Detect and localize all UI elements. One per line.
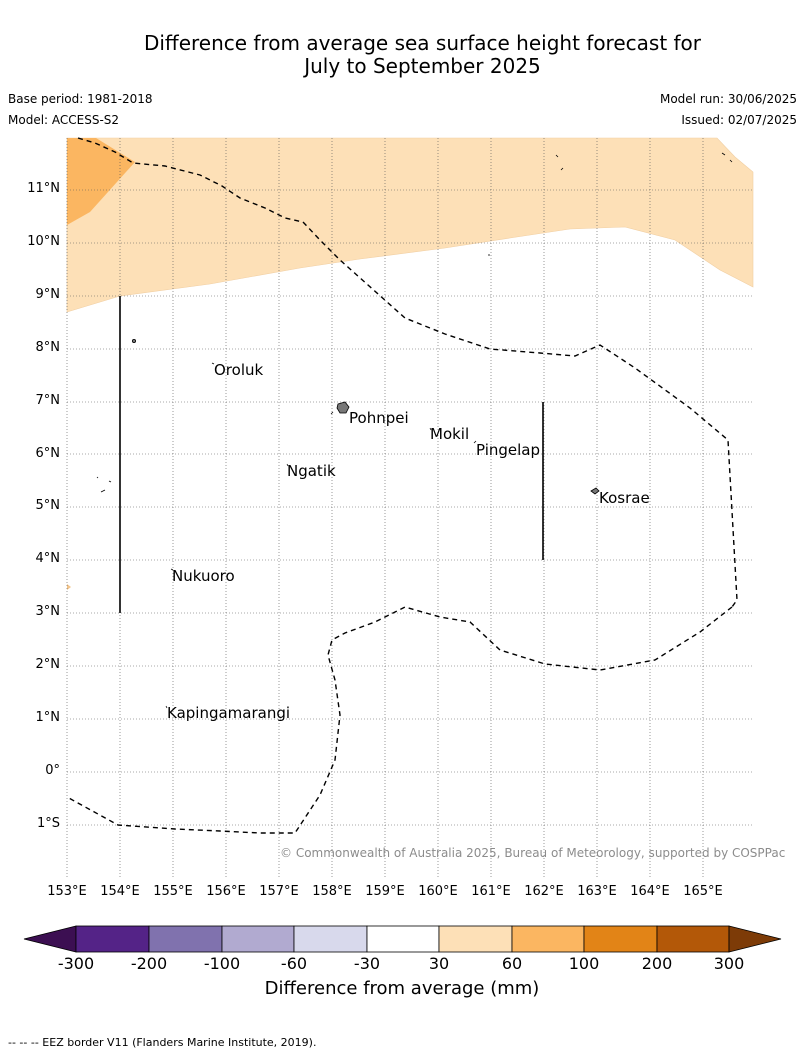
model-name: Model: ACCESS-S2 [8,113,120,127]
lat-label: 10°N [27,234,60,249]
pohnpei-island [336,401,350,414]
lat-label: 8°N [35,340,61,355]
eez-border-south-east [66,606,733,834]
lon-label: 156°E [206,884,246,899]
islet-north-d [729,159,733,163]
lon-label: 155°E [153,884,193,899]
place-label-nukuoro: Nukuoro [172,567,235,585]
lat-label: 5°N [35,498,61,513]
islet-nukuoro [170,568,174,571]
colorbar-bin-9 [656,925,730,953]
colorbar-bin-6 [438,925,513,953]
colorbar-bin-2 [148,925,223,953]
title-line-1: Difference from average sea surface heig… [143,31,702,55]
colorbar-tick: -60 [280,954,308,973]
lon-label: 158°E [312,884,352,899]
lat-label: 3°N [35,604,61,619]
lon-label: 160°E [418,884,458,899]
islet-north-c [721,152,726,156]
lon-label: 154°E [100,884,140,899]
islet-oroluk [211,362,215,365]
lon-label: 159°E [365,884,405,899]
eez-footnote: -- -- -- EEZ border V11 (Flanders Marine… [8,1036,317,1049]
place-label-mokil: Mokil [430,425,470,443]
shading-small-patch [67,584,71,590]
islet-north-b [560,167,564,171]
islet-ngatik [286,463,289,467]
colorbar-tick: -100 [203,954,241,973]
kosrae-island [590,487,600,495]
title-line-2: July to September 2025 [304,54,541,78]
model-run-date: Model run: 30/06/2025 [659,92,797,106]
colorbar-bin-7 [511,925,585,953]
colorbar-bin-5 [366,925,440,953]
colorbar-bin-8 [583,925,658,953]
place-label-ngatik: Ngatik [287,462,336,480]
colorbar-bin-4 [293,925,368,953]
islet-west-c [108,480,112,483]
shading-corner-60-100 [67,138,135,225]
lat-label: 7°N [35,393,61,408]
lat-label: 11°N [27,181,60,196]
colorbar-tick: -200 [130,954,168,973]
place-label-pohnpei: Pohnpei [349,409,409,427]
chart-title: Difference from average sea surface heig… [0,32,804,78]
colorbar-tick: 100 [568,954,600,973]
copyright-credit: © Commonwealth of Australia 2025, Bureau… [280,846,786,860]
colorbar-tick: -300 [57,954,95,973]
islet-west-a [96,476,99,479]
base-period: Base period: 1981-2018 [8,92,153,106]
colorbar-tick: 30 [428,954,450,973]
lon-label: 157°E [259,884,299,899]
lat-label: 4°N [35,551,61,566]
islet-mokil [429,427,432,431]
lat-label: 1°S [36,816,60,831]
colorbar-tick: 60 [501,954,523,973]
lon-label: 165°E [683,884,723,899]
islet-west-b [100,489,106,493]
lat-label: 1°N [35,710,61,725]
colorbar-bin-1 [75,925,150,953]
islands [96,152,733,709]
colorbar [23,925,782,953]
colorbar-extend-high [728,925,782,953]
islet-pohnpei-west [330,411,334,415]
place-label-pingelap: Pingelap [476,441,541,459]
islet-kapingamarangi [165,705,168,709]
lat-label: 6°N [35,446,61,461]
issued-date: Issued: 02/07/2025 [681,113,797,127]
lon-label: 164°E [630,884,670,899]
islet-north-a [555,154,559,158]
shading-band-30-60 [66,137,754,313]
colorbar-tick: -30 [353,954,381,973]
lat-label: 9°N [35,287,61,302]
eez-borders [66,137,738,834]
islet-pingelap [473,440,477,444]
colorbar-tick: 300 [713,954,745,973]
lon-label: 163°E [577,884,617,899]
lon-label: 153°E [47,884,87,899]
lon-label: 162°E [524,884,564,899]
colorbar-extend-low [23,925,77,953]
lat-label: 2°N [35,657,61,672]
eez-border-north [77,137,738,608]
islet-near-154e [131,338,136,343]
colorbar-tick: 200 [641,954,673,973]
lon-label: 161°E [471,884,511,899]
map-shading [66,137,754,590]
place-label-kapingamarangi: Kapingamarangi [167,704,291,722]
place-label-oroluk: Oroluk [214,361,264,379]
place-label-kosrae: Kosrae [599,489,650,507]
colorbar-bin-3 [221,925,295,953]
colorbar-title: Difference from average (mm) [264,978,540,999]
lat-label: 0° [45,763,60,778]
